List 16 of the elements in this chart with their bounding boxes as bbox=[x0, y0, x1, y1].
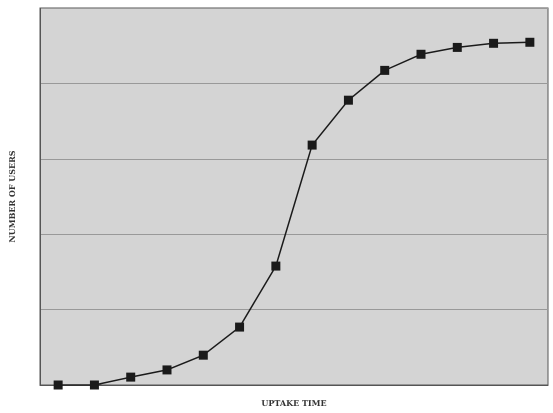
point bbox=[126, 372, 136, 382]
point bbox=[271, 262, 280, 271]
point bbox=[380, 66, 390, 75]
point bbox=[489, 38, 498, 48]
point bbox=[452, 42, 462, 52]
point bbox=[54, 380, 63, 390]
point bbox=[416, 50, 426, 59]
point bbox=[308, 140, 317, 150]
point bbox=[198, 350, 208, 360]
point bbox=[525, 38, 534, 47]
point bbox=[344, 96, 353, 105]
point bbox=[162, 365, 172, 374]
y-axis-title: NUMBER OF USERS bbox=[7, 150, 17, 243]
x-axis-title: UPTAKE TIME bbox=[261, 398, 327, 408]
point bbox=[90, 380, 99, 390]
point bbox=[235, 322, 244, 332]
